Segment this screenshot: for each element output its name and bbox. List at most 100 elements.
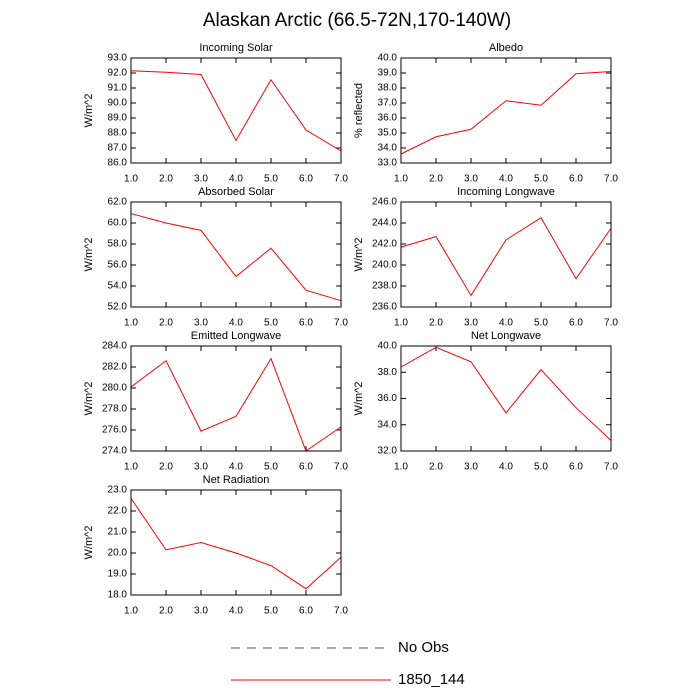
y-tick-label: 244.0 — [372, 218, 397, 229]
x-tick-label: 1.0 — [394, 462, 408, 473]
y-tick-label: 284.0 — [102, 341, 127, 352]
y-tick-label: 52.0 — [108, 302, 128, 313]
y-tick-label: 86.0 — [108, 158, 128, 169]
y-tick-label: 54.0 — [108, 281, 128, 292]
x-tick-label: 7.0 — [334, 462, 348, 473]
data-line — [130, 357, 342, 452]
legend-label: No Obs — [398, 639, 449, 656]
x-tick-label: 1.0 — [124, 318, 138, 329]
x-tick-label: 4.0 — [499, 462, 513, 473]
y-tick-label: 37.0 — [378, 98, 398, 109]
y-tick-label: 246.0 — [372, 197, 397, 208]
y-tick-label: 89.0 — [108, 113, 128, 124]
y-tick-label: 39.0 — [378, 68, 398, 79]
y-tick-label: 21.0 — [108, 527, 128, 538]
plot-frame — [400, 201, 612, 308]
x-tick-label: 6.0 — [569, 174, 583, 185]
x-tick-label: 7.0 — [604, 462, 618, 473]
plot-frame — [130, 201, 342, 308]
y-tick-label: 20.0 — [108, 548, 128, 559]
y-axis-label: % reflected — [353, 83, 365, 138]
y-tick-label: 87.0 — [108, 143, 128, 154]
x-tick-label: 4.0 — [229, 606, 243, 617]
plot-frame — [130, 57, 342, 164]
y-axis-label: W/m^2 — [353, 382, 365, 416]
panel-title: Emitted Longwave — [191, 330, 282, 342]
y-tick-label: 36.0 — [378, 393, 398, 404]
y-tick-label: 58.0 — [108, 239, 128, 250]
x-tick-label: 5.0 — [264, 462, 278, 473]
x-tick-label: 4.0 — [499, 174, 513, 185]
x-tick-label: 4.0 — [499, 318, 513, 329]
x-tick-label: 4.0 — [229, 462, 243, 473]
plot-frame — [130, 489, 342, 596]
x-tick-label: 7.0 — [604, 174, 618, 185]
x-tick-label: 5.0 — [264, 318, 278, 329]
x-tick-label: 7.0 — [334, 606, 348, 617]
x-tick-label: 2.0 — [429, 318, 443, 329]
y-tick-label: 35.0 — [378, 128, 398, 139]
x-tick-label: 1.0 — [394, 318, 408, 329]
x-tick-label: 7.0 — [604, 318, 618, 329]
y-tick-label: 280.0 — [102, 383, 127, 394]
x-tick-label: 3.0 — [464, 174, 478, 185]
y-tick-label: 38.0 — [378, 83, 398, 94]
x-tick-label: 1.0 — [124, 606, 138, 617]
panel-title: Incoming Longwave — [457, 186, 555, 198]
x-tick-label: 1.0 — [394, 174, 408, 185]
plot-frame — [400, 345, 612, 452]
y-tick-label: 40.0 — [378, 53, 398, 64]
x-tick-label: 6.0 — [299, 606, 313, 617]
y-tick-label: 34.0 — [378, 419, 398, 430]
panel-title: Net Radiation — [203, 474, 270, 486]
x-tick-label: 3.0 — [464, 462, 478, 473]
y-axis-label: W/m^2 — [83, 382, 95, 416]
x-tick-label: 6.0 — [299, 318, 313, 329]
x-tick-label: 2.0 — [429, 174, 443, 185]
y-tick-label: 22.0 — [108, 506, 128, 517]
y-tick-label: 56.0 — [108, 260, 128, 271]
y-tick-label: 88.0 — [108, 128, 128, 139]
y-tick-label: 240.0 — [372, 260, 397, 271]
x-tick-label: 2.0 — [159, 606, 173, 617]
y-tick-label: 238.0 — [372, 281, 397, 292]
y-tick-label: 278.0 — [102, 404, 127, 415]
y-tick-label: 34.0 — [378, 143, 398, 154]
panel-title: Net Longwave — [471, 330, 541, 342]
x-tick-label: 2.0 — [159, 174, 173, 185]
x-tick-label: 2.0 — [429, 462, 443, 473]
y-tick-label: 92.0 — [108, 68, 128, 79]
x-tick-label: 5.0 — [534, 318, 548, 329]
x-tick-label: 7.0 — [334, 174, 348, 185]
x-tick-label: 6.0 — [569, 462, 583, 473]
data-line — [130, 70, 342, 152]
y-tick-label: 19.0 — [108, 569, 128, 580]
y-tick-label: 60.0 — [108, 218, 128, 229]
y-tick-label: 40.0 — [378, 341, 398, 352]
x-tick-label: 5.0 — [534, 174, 548, 185]
x-tick-label: 7.0 — [334, 318, 348, 329]
y-tick-label: 18.0 — [108, 590, 128, 601]
y-tick-label: 91.0 — [108, 83, 128, 94]
x-tick-label: 5.0 — [264, 174, 278, 185]
x-tick-label: 3.0 — [464, 318, 478, 329]
y-tick-label: 38.0 — [378, 367, 398, 378]
x-tick-label: 1.0 — [124, 462, 138, 473]
y-tick-label: 32.0 — [378, 446, 398, 457]
y-tick-label: 236.0 — [372, 302, 397, 313]
y-tick-label: 93.0 — [108, 53, 128, 64]
y-axis-label: W/m^2 — [83, 526, 95, 560]
x-tick-label: 6.0 — [299, 462, 313, 473]
y-axis-label: W/m^2 — [353, 238, 365, 272]
panel-title: Albedo — [489, 42, 523, 54]
x-tick-label: 4.0 — [229, 318, 243, 329]
y-tick-label: 282.0 — [102, 362, 127, 373]
x-tick-label: 6.0 — [569, 318, 583, 329]
y-tick-label: 274.0 — [102, 446, 127, 457]
data-line — [400, 346, 612, 441]
y-tick-label: 242.0 — [372, 239, 397, 250]
x-tick-label: 3.0 — [194, 606, 208, 617]
data-line — [130, 213, 342, 302]
y-tick-label: 90.0 — [108, 98, 128, 109]
